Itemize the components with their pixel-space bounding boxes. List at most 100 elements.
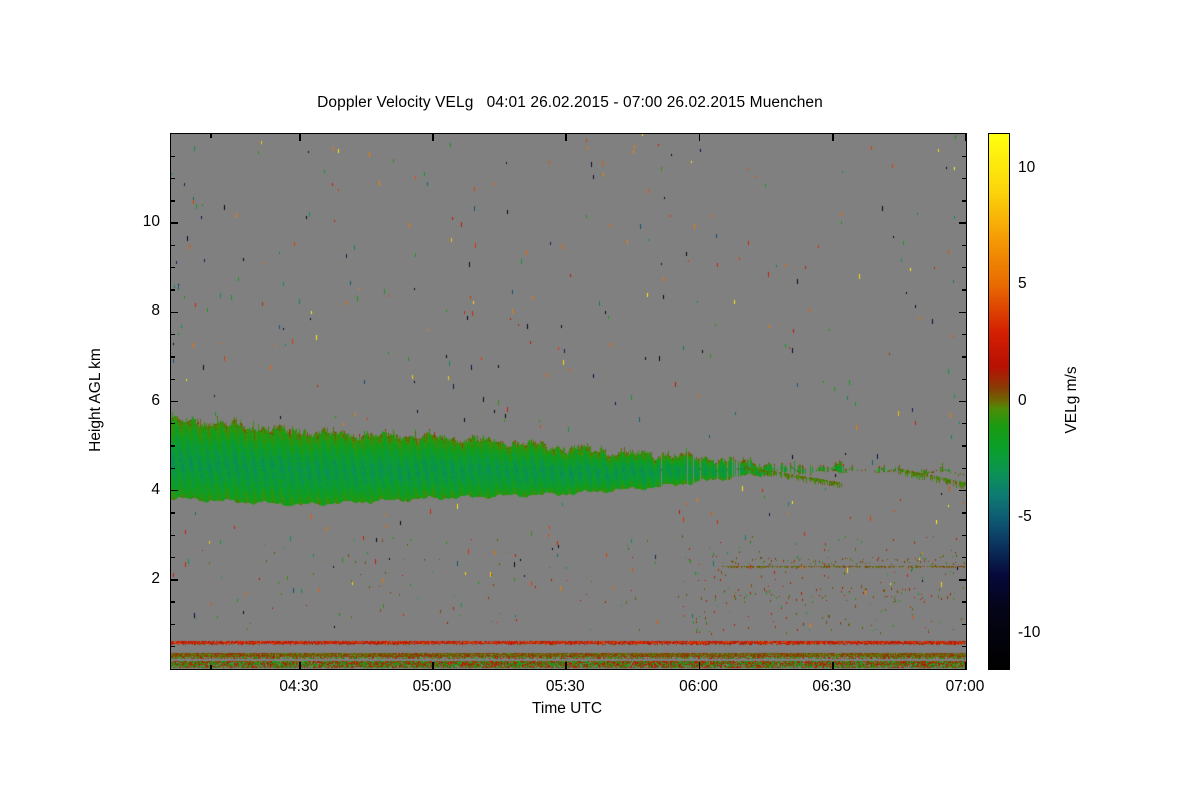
colorbar-tick-minor bbox=[1009, 261, 1010, 262]
y-tick-minor bbox=[962, 646, 966, 648]
colorbar-tick-minor bbox=[1009, 331, 1010, 332]
colorbar-tick-minor bbox=[1009, 610, 1010, 611]
colorbar-tick-label: 5 bbox=[1018, 275, 1027, 293]
colorbar-tick-minor bbox=[1009, 494, 1010, 495]
y-tick-minor bbox=[962, 267, 966, 269]
x-tick-label: 07:00 bbox=[945, 678, 985, 695]
y-tick-minor bbox=[962, 556, 966, 559]
colorbar-tick-major bbox=[1009, 284, 1010, 286]
y-tick-minor bbox=[962, 289, 966, 291]
colorbar-tick-minor bbox=[1009, 540, 1010, 541]
y-tick-minor bbox=[962, 177, 966, 180]
y-tick-minor bbox=[171, 601, 175, 603]
colorbar-tick-label: -10 bbox=[1018, 624, 1041, 642]
x-tick-major bbox=[298, 662, 301, 669]
colorbar-tick-minor bbox=[1009, 145, 1010, 146]
y-tick-minor bbox=[171, 378, 175, 380]
x-tick-minor bbox=[210, 134, 212, 138]
colorbar-tick-minor bbox=[1009, 657, 1010, 658]
y-tick-minor bbox=[171, 200, 175, 202]
y-tick-minor bbox=[171, 244, 175, 247]
colorbar-tick-major bbox=[1009, 168, 1010, 170]
colorbar-tick-minor bbox=[1009, 308, 1010, 309]
y-tick-minor bbox=[171, 623, 175, 626]
y-tick-minor bbox=[171, 267, 175, 269]
colorbar-tick-minor bbox=[1009, 354, 1010, 355]
x-tick-major bbox=[698, 134, 701, 141]
y-tick-minor bbox=[962, 601, 966, 603]
x-tick-major bbox=[565, 662, 568, 669]
y-tick-minor bbox=[171, 512, 175, 514]
x-tick-minor bbox=[210, 665, 212, 669]
y-tick-major bbox=[959, 579, 966, 581]
colorbar-label: VELg m/s bbox=[1063, 366, 1080, 434]
y-tick-minor bbox=[962, 244, 966, 247]
colorbar-tick-label: 10 bbox=[1018, 158, 1036, 176]
y-tick-major bbox=[959, 222, 966, 224]
y-tick-minor bbox=[171, 356, 175, 358]
colorbar-tick-minor bbox=[1009, 378, 1010, 379]
x-axis-label: Time UTC bbox=[531, 700, 603, 717]
y-tick-major bbox=[959, 311, 966, 314]
y-tick-label: 8 bbox=[151, 302, 160, 320]
y-tick-label: 6 bbox=[151, 391, 160, 409]
y-tick-minor bbox=[962, 534, 966, 536]
y-tick-minor bbox=[962, 333, 966, 336]
colorbar-tick-minor bbox=[1009, 238, 1010, 239]
y-tick-minor bbox=[171, 333, 175, 336]
y-tick-minor bbox=[171, 423, 175, 425]
x-tick-major bbox=[831, 662, 834, 669]
y-tick-minor bbox=[962, 155, 966, 157]
y-tick-minor bbox=[171, 445, 175, 447]
y-tick-minor bbox=[962, 467, 966, 470]
y-tick-label: 10 bbox=[142, 213, 160, 231]
y-tick-minor bbox=[962, 512, 966, 514]
x-tick-major bbox=[432, 662, 434, 669]
colorbar-tick-minor bbox=[1009, 587, 1010, 588]
colorbar-tick-major bbox=[1009, 517, 1010, 519]
y-tick-minor bbox=[962, 445, 966, 447]
x-tick-major bbox=[432, 134, 434, 141]
y-tick-minor bbox=[962, 378, 966, 380]
y-tick-minor bbox=[962, 356, 966, 358]
y-tick-major bbox=[959, 489, 966, 492]
colorbar-tick-major bbox=[1009, 401, 1010, 403]
x-tick-label: 06:30 bbox=[812, 678, 852, 695]
x-tick-major bbox=[565, 134, 568, 141]
y-tick-major bbox=[171, 489, 178, 492]
y-tick-major bbox=[171, 311, 178, 314]
colorbar-tick-minor bbox=[1009, 215, 1010, 216]
y-tick-minor bbox=[171, 467, 175, 470]
colorbar-tick-minor bbox=[1009, 471, 1010, 472]
heatmap-canvas bbox=[171, 134, 966, 669]
y-tick-minor bbox=[171, 155, 175, 157]
y-tick-major bbox=[171, 222, 178, 224]
page-title: Doppler Velocity VELg 04:01 26.02.2015 -… bbox=[317, 94, 823, 111]
x-tick-major bbox=[298, 134, 301, 141]
x-tick-label: 05:30 bbox=[545, 678, 585, 695]
colorbar-canvas bbox=[989, 134, 1009, 669]
y-tick-major bbox=[171, 400, 178, 403]
x-tick-major bbox=[831, 134, 834, 141]
colorbar-tick-label: 0 bbox=[1018, 391, 1027, 409]
y-tick-minor bbox=[171, 646, 175, 648]
y-tick-major bbox=[171, 579, 178, 581]
y-tick-minor bbox=[171, 177, 175, 180]
colorbar-tick-label: -5 bbox=[1018, 507, 1032, 525]
colorbar-tick-minor bbox=[1009, 447, 1010, 448]
y-tick-minor bbox=[171, 534, 175, 536]
x-tick-major bbox=[965, 134, 966, 141]
y-tick-minor bbox=[962, 623, 966, 626]
colorbar-tick-minor bbox=[1009, 564, 1010, 565]
x-tick-label: 04:30 bbox=[279, 678, 319, 695]
plot-axes bbox=[170, 133, 967, 670]
colorbar bbox=[988, 133, 1010, 670]
y-tick-minor bbox=[171, 289, 175, 291]
y-tick-minor bbox=[171, 556, 175, 559]
colorbar-tick-major bbox=[1009, 633, 1010, 635]
colorbar-tick-minor bbox=[1009, 192, 1010, 193]
colorbar-tick-minor bbox=[1009, 424, 1010, 425]
x-tick-label: 06:00 bbox=[679, 678, 718, 695]
x-tick-major bbox=[698, 662, 701, 669]
